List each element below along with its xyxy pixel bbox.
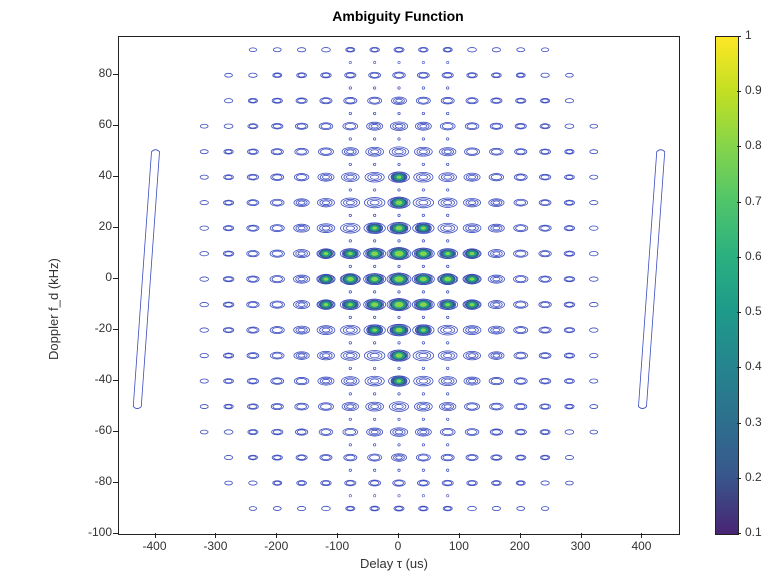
x-tick-label: -400 — [139, 539, 171, 553]
y-tick — [113, 125, 118, 126]
x-tick — [215, 533, 216, 538]
y-axis-label: Doppler f_d (kHz) — [46, 258, 61, 360]
colorbar-tick-label: 0.9 — [745, 83, 762, 97]
colorbar-tick — [737, 312, 741, 313]
y-tick-label: 60 — [74, 117, 112, 131]
x-tick — [581, 533, 582, 538]
figure: Ambiguity Function Doppler f_d (kHz) Del… — [0, 0, 773, 583]
colorbar-tick-label: 0.1 — [745, 525, 762, 539]
x-tick — [337, 533, 338, 538]
x-tick-label: 100 — [443, 539, 475, 553]
y-tick — [113, 431, 118, 432]
x-tick — [155, 533, 156, 538]
y-tick — [113, 74, 118, 75]
x-tick — [520, 533, 521, 538]
x-axis-label: Delay τ (us) — [360, 556, 428, 571]
colorbar-tick-label: 0.3 — [745, 415, 762, 429]
colorbar-tick — [737, 146, 741, 147]
y-tick — [113, 176, 118, 177]
y-tick — [113, 380, 118, 381]
contour-plot — [119, 37, 679, 534]
y-tick-label: -60 — [74, 423, 112, 437]
x-tick-label: 0 — [382, 539, 414, 553]
colorbar-tick-label: 0.7 — [745, 194, 762, 208]
y-tick-label: 40 — [74, 168, 112, 182]
y-tick — [113, 278, 118, 279]
colorbar-tick-label: 1 — [745, 28, 752, 42]
x-tick-label: -100 — [321, 539, 353, 553]
colorbar-tick — [737, 91, 741, 92]
colorbar-tick-label: 0.2 — [745, 470, 762, 484]
y-tick — [113, 227, 118, 228]
y-tick-label: -80 — [74, 474, 112, 488]
y-tick-label: 0 — [74, 270, 112, 284]
x-tick-label: 200 — [504, 539, 536, 553]
y-tick-label: -40 — [74, 372, 112, 386]
colorbar-tick — [737, 367, 741, 368]
y-tick — [113, 329, 118, 330]
x-tick-label: -300 — [199, 539, 231, 553]
colorbar-tick — [737, 202, 741, 203]
x-tick — [398, 533, 399, 538]
colorbar-tick — [737, 423, 741, 424]
y-tick — [113, 533, 118, 534]
x-tick-label: 400 — [625, 539, 657, 553]
colorbar-tick — [737, 257, 741, 258]
colorbar — [715, 36, 739, 535]
plot-area — [118, 36, 680, 535]
y-tick-label: 80 — [74, 66, 112, 80]
colorbar-tick — [737, 478, 741, 479]
x-tick — [459, 533, 460, 538]
x-tick — [641, 533, 642, 538]
y-tick-label: -20 — [74, 321, 112, 335]
y-tick — [113, 482, 118, 483]
colorbar-tick-label: 0.8 — [745, 138, 762, 152]
y-tick-label: -100 — [74, 525, 112, 539]
colorbar-tick-label: 0.4 — [745, 359, 762, 373]
plot-title: Ambiguity Function — [118, 8, 678, 24]
colorbar-tick — [737, 533, 741, 534]
x-tick-label: 300 — [565, 539, 597, 553]
y-tick-label: 20 — [74, 219, 112, 233]
x-tick — [276, 533, 277, 538]
x-tick-label: -200 — [260, 539, 292, 553]
colorbar-tick-label: 0.5 — [745, 304, 762, 318]
colorbar-tick — [737, 36, 741, 37]
colorbar-tick-label: 0.6 — [745, 249, 762, 263]
